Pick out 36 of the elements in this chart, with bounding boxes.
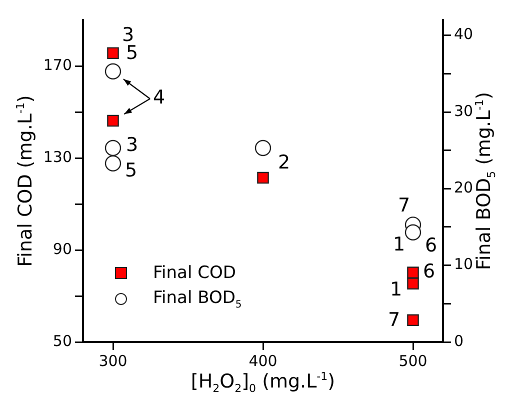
annotation: 7: [388, 309, 400, 332]
y2-tick-label: 30: [454, 102, 474, 120]
y-tick-label: 130: [43, 148, 72, 166]
annotation: 4: [152, 86, 166, 109]
annotation: 5: [124, 159, 138, 182]
point: [104, 63, 122, 80]
y2-tick-label: 40: [454, 25, 474, 44]
y2-tick-label: 0: [454, 332, 464, 350]
y2-tick-label: 20: [454, 178, 474, 197]
x-tick-label: 400: [248, 352, 278, 370]
legend-label: Final BOD$_{5}$: [153, 288, 242, 310]
y-tick-label: 50: [52, 332, 72, 350]
point: [257, 172, 269, 184]
point: [407, 278, 419, 290]
point: [404, 224, 422, 240]
annotation: 1: [390, 278, 402, 301]
x-tick-label: 500: [398, 352, 428, 370]
y-tick-label: 90: [52, 240, 72, 258]
y-tick-label: 170: [43, 56, 72, 74]
point: [254, 140, 272, 156]
point: [104, 155, 122, 172]
point: [107, 114, 119, 127]
point: [407, 314, 419, 326]
legend-label: Final COD: [153, 263, 236, 283]
point: [407, 266, 419, 278]
point: [104, 140, 122, 156]
text: [H$_{2}$O$_{2}$]$_{0}$ (mg.L$^{-1}$): [190, 370, 336, 396]
annotation: 7: [398, 194, 410, 217]
y2-tick-label: 10: [454, 255, 474, 274]
annotation: 6: [424, 234, 438, 256]
point: [107, 47, 119, 60]
annotation: 2: [278, 152, 290, 174]
x-tick-label: 300: [98, 352, 128, 370]
annotation: 1: [392, 233, 406, 256]
annotation: 3: [126, 134, 138, 156]
annotation: 6: [422, 260, 436, 282]
